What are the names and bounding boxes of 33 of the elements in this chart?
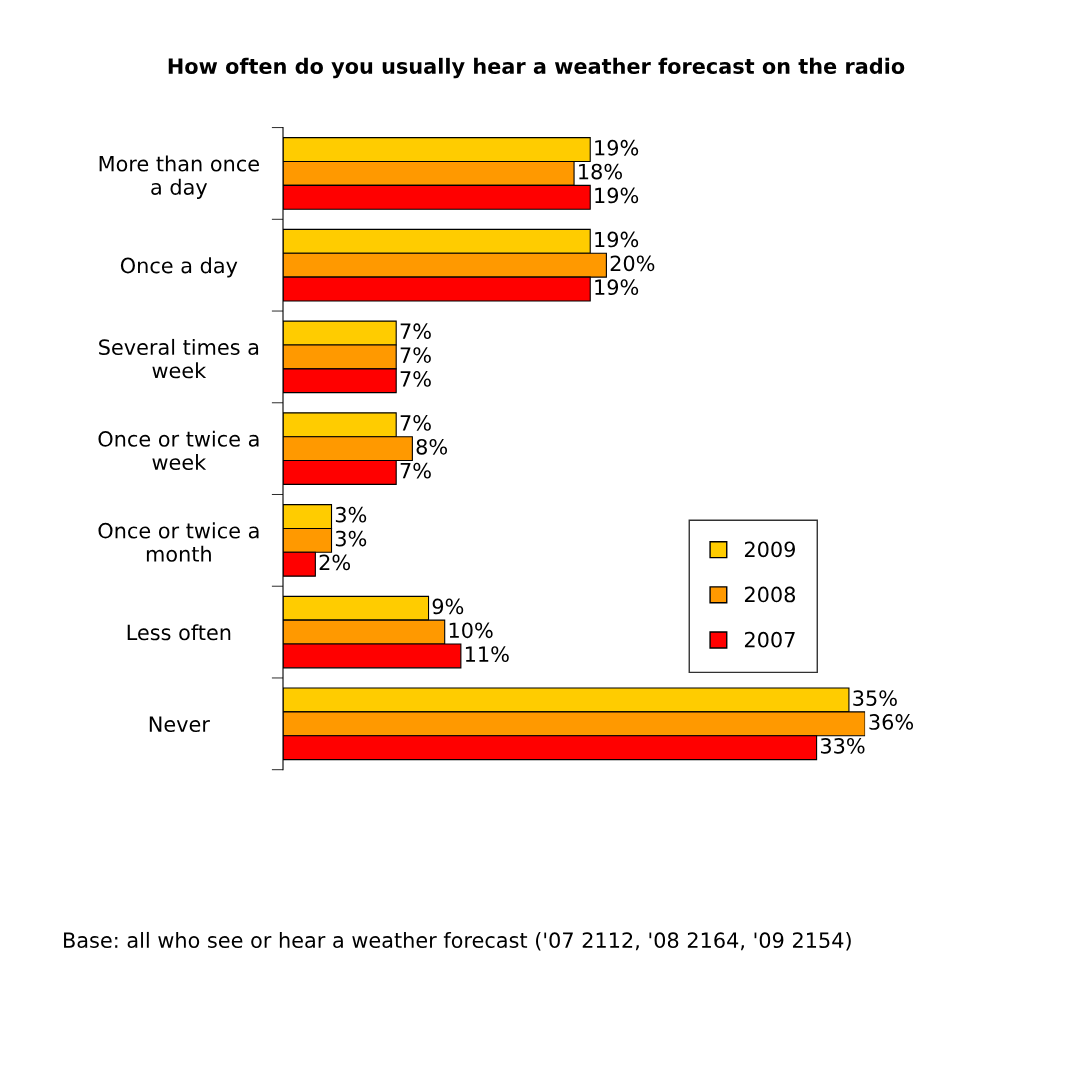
y-tick-label: Once a day: [120, 257, 238, 278]
text: Base: all who see or hear a weather forecast ('07 2112, '08 2164, '09 2154): [64, 931, 851, 951]
y-tick-label: More than once a day: [99, 155, 259, 199]
legend-label: 2008: [744, 586, 796, 603]
data-label: 19%: [595, 231, 639, 248]
y-tick-label: Once or twice a month: [98, 522, 259, 562]
data-label: 11%: [465, 646, 509, 662]
data-label: 7%: [400, 347, 431, 363]
data-label: 20%: [610, 255, 655, 272]
y-tick-label: Never: [149, 716, 210, 733]
data-label: 2%: [319, 554, 351, 571]
data-label: 35%: [853, 690, 897, 707]
legend-label: 2009: [744, 541, 795, 558]
y-tick-label: Once or twice a week: [98, 430, 259, 471]
data-label: 36%: [869, 714, 914, 730]
data-label: 8%: [416, 438, 448, 455]
y-tick-label: Less often: [127, 624, 231, 641]
data-label: 7%: [400, 323, 431, 340]
data-label: 7%: [400, 371, 431, 387]
data-label: 3%: [335, 530, 367, 547]
legend-label: 2007: [744, 631, 795, 648]
data-label: 19%: [595, 279, 639, 296]
data-label: 18%: [579, 163, 622, 180]
y-tick-label: Several times a week: [99, 338, 259, 379]
data-label: 19%: [595, 187, 639, 204]
data-label: 10%: [449, 622, 493, 639]
data-label: 7%: [400, 415, 431, 431]
chart-title: How often do you usually hear a weather forecast on the radio: [168, 57, 905, 79]
data-label: 3%: [335, 506, 367, 523]
data-label: 9%: [432, 598, 464, 615]
data-label: 19%: [595, 139, 639, 156]
data-label: 7%: [400, 462, 431, 479]
data-label: 33%: [820, 737, 865, 754]
